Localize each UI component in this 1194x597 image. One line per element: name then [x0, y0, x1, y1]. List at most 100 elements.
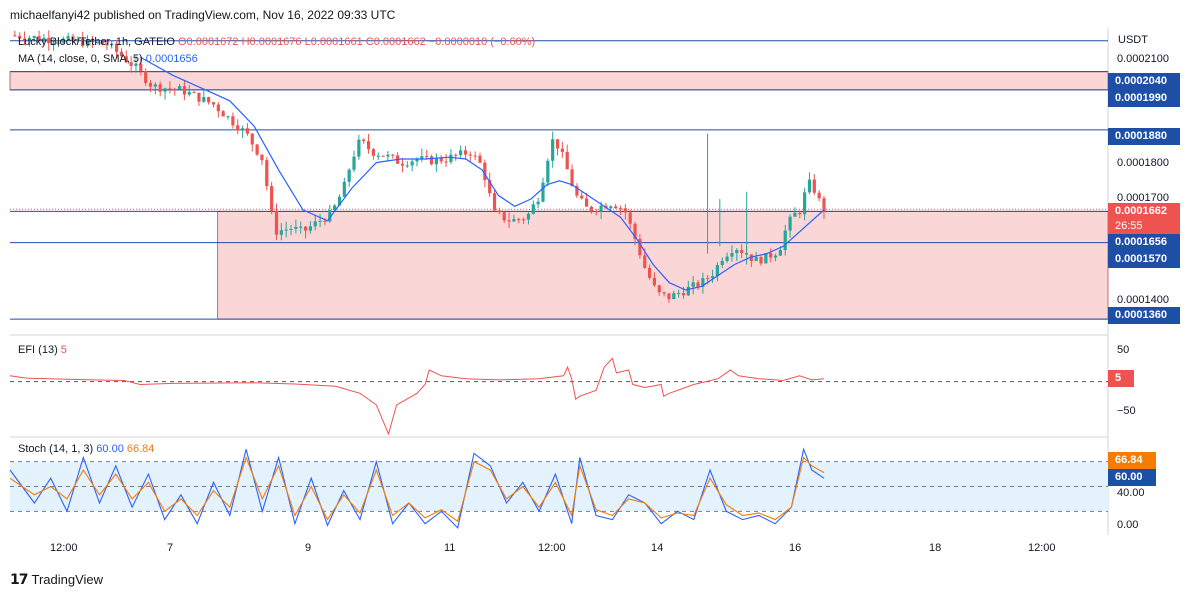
currency-label[interactable]: USDT	[1118, 34, 1148, 46]
candle-body	[652, 277, 657, 286]
time-tick: 7	[167, 542, 174, 554]
candle-body	[352, 156, 356, 170]
level-badge-0002040[interactable]: 0.0002040	[1108, 73, 1180, 90]
candle-body	[580, 195, 584, 199]
candle-body	[366, 141, 371, 150]
candle-body	[425, 156, 429, 158]
candle-body	[735, 249, 739, 254]
time-tick: 12:00	[50, 542, 78, 554]
candle-body	[439, 157, 443, 162]
candle-body	[817, 192, 821, 199]
price-tick: 0.0001800	[1117, 157, 1169, 169]
candle-body	[618, 208, 623, 210]
candle-body	[686, 286, 690, 296]
candle-body	[459, 150, 463, 156]
candle-body	[52, 42, 56, 44]
candle-body	[463, 150, 468, 155]
time-tick: 11	[444, 542, 456, 554]
candle-body	[95, 42, 99, 44]
price-legend: Lucky Block/Tether, 1h, GATEIO O0.000167…	[18, 36, 535, 48]
candle-body	[284, 229, 288, 231]
efi-tick: −50	[1117, 405, 1136, 417]
candle-body	[778, 250, 782, 256]
candle-body	[299, 226, 303, 228]
candle-body	[114, 43, 119, 52]
level-badge-0001656[interactable]: 0.0001656	[1108, 234, 1180, 251]
candle-body	[536, 201, 540, 205]
candle-body	[783, 230, 787, 251]
candle-body	[308, 226, 313, 231]
candle-body	[662, 292, 666, 294]
candle-body	[211, 102, 216, 105]
candle-body	[294, 227, 298, 229]
candle-body	[323, 220, 327, 222]
candle-body	[381, 155, 385, 157]
candle-body	[110, 43, 114, 46]
tradingview-brand[interactable]: 𝟭𝟳 TradingView	[10, 571, 103, 588]
candle-body	[158, 84, 162, 92]
candle-body	[667, 293, 671, 300]
candle-body	[483, 162, 487, 181]
stoch-k-value: 60.00	[96, 443, 124, 455]
candle-body	[643, 255, 647, 268]
time-tick: 18	[929, 542, 942, 554]
candle-body	[798, 212, 802, 215]
candle-body	[609, 206, 613, 209]
efi-tick: 50	[1117, 344, 1130, 356]
stoch-tick: 0.00	[1117, 519, 1139, 531]
symbol-name[interactable]: Lucky Block/Tether, 1h, GATEIO	[18, 36, 175, 48]
stoch-label[interactable]: Stoch (14, 1, 3)	[18, 443, 94, 455]
ma-label[interactable]: MA (14, close, 0, SMA, 5)	[18, 53, 143, 65]
level-badge-0001880[interactable]: 0.0001880	[1108, 128, 1180, 145]
level-badge-0001360[interactable]: 0.0001360	[1108, 307, 1180, 324]
tradingview-logo-icon: 𝟭𝟳	[10, 571, 29, 587]
candle-body	[221, 111, 225, 117]
candle-body	[497, 210, 501, 213]
candle-body	[90, 39, 94, 43]
candle-body	[749, 254, 753, 262]
candle-body	[342, 181, 346, 197]
candle-body	[672, 293, 676, 300]
candle-body	[531, 204, 535, 214]
candle-body	[144, 70, 148, 83]
candle-body	[551, 139, 555, 161]
efi-current-badge[interactable]: 5	[1108, 370, 1134, 387]
candle-body	[754, 257, 758, 262]
level-badge-0001990[interactable]: 0.0001990	[1108, 90, 1180, 107]
last-price-badge[interactable]: 0.0001662 26:55	[1108, 203, 1180, 236]
candle-body	[517, 219, 521, 221]
candle-body	[328, 210, 332, 222]
candle-body	[526, 213, 531, 220]
candle-body	[454, 154, 458, 156]
candle-body	[429, 156, 434, 165]
candle-body	[362, 139, 366, 142]
candle-body	[303, 226, 308, 231]
candle-body	[386, 154, 390, 157]
price-tick: 0.0001700	[1117, 192, 1169, 204]
candle-body	[628, 212, 632, 224]
candle-body	[575, 186, 579, 196]
candle-body	[163, 88, 167, 92]
candle-body	[85, 39, 90, 46]
level-badge-0001570[interactable]: 0.0001570	[1108, 251, 1180, 268]
candle-body	[177, 86, 182, 90]
candle-body	[512, 219, 516, 222]
candle-body	[502, 212, 506, 221]
candle-body	[129, 62, 133, 66]
stoch-k-badge[interactable]: 60.00	[1108, 469, 1156, 486]
candle-body	[376, 155, 380, 157]
candle-body	[710, 276, 715, 279]
candle-body	[822, 198, 826, 212]
stoch-d-badge[interactable]: 66.84	[1108, 452, 1156, 469]
candle-body	[391, 154, 395, 156]
efi-label[interactable]: EFI (13)	[18, 344, 58, 356]
candle-body	[773, 255, 778, 258]
candle-body	[691, 282, 695, 287]
candle-body	[182, 86, 187, 95]
candle-body	[124, 56, 128, 63]
candle-body	[207, 97, 211, 103]
candle-body	[449, 154, 453, 162]
candle-body	[420, 156, 424, 160]
candle-body	[265, 160, 269, 187]
